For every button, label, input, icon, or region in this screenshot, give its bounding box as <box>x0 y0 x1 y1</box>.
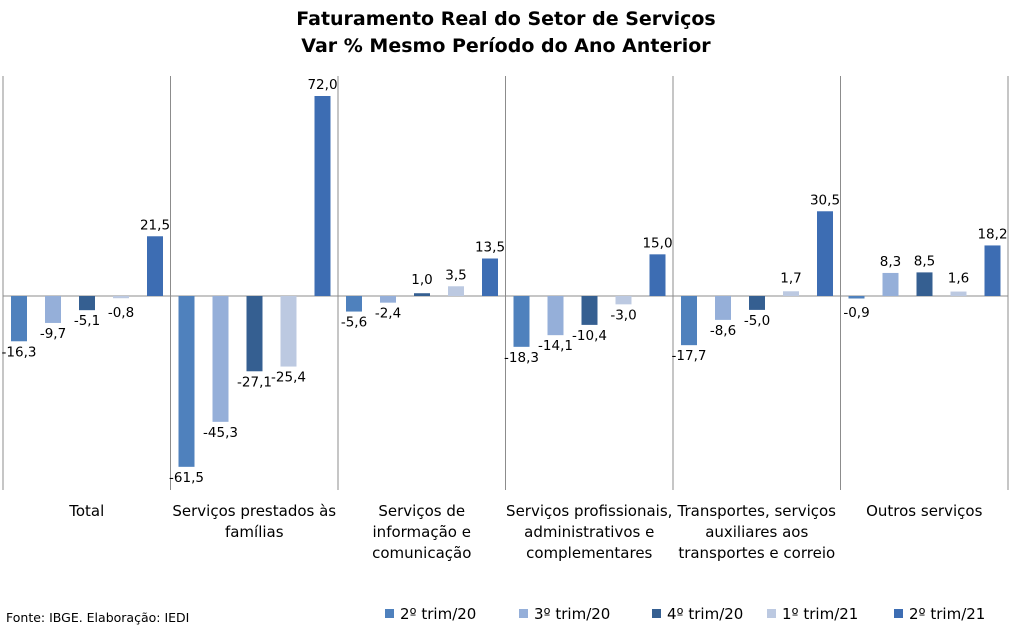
bar-3-5 <box>482 258 498 296</box>
data-label: -27,1 <box>237 374 272 390</box>
data-label: -61,5 <box>169 470 204 486</box>
legend-item: 3º trim/20 <box>519 605 610 623</box>
legend-item: 1º trim/21 <box>767 605 858 623</box>
chart-title-line-1: Faturamento Real do Setor de Serviços <box>296 8 715 30</box>
category-label: famílias <box>225 523 284 541</box>
data-label: -5,6 <box>341 315 367 331</box>
legend-item: 2º trim/21 <box>894 605 985 623</box>
category-label: Serviços prestados às <box>172 502 336 520</box>
chart-title-line-2: Var % Mesmo Período do Ano Anterior <box>301 35 711 57</box>
data-label: -5,1 <box>74 313 100 329</box>
data-labels-group: -16,3-9,7 -5,1 -0,8 21,5 -61,5 -45,3 -27,1 -25,… <box>2 77 1008 486</box>
bar-3-2 <box>380 296 396 303</box>
bar-1-1 <box>11 296 27 342</box>
data-label: 1,0 <box>411 272 432 288</box>
data-label: 8,3 <box>880 254 901 270</box>
legend-swatch <box>652 609 661 618</box>
data-label: 15,0 <box>642 235 672 251</box>
legend-label: 3º trim/20 <box>534 605 610 623</box>
bar-5-4 <box>783 291 799 296</box>
data-label: 1,7 <box>780 270 801 286</box>
category-labels-group: Total Serviços prestados às famílias Serviç… <box>68 502 982 562</box>
bar-4-2 <box>547 296 564 336</box>
bar-5-3 <box>749 296 765 310</box>
legend-item: 4º trim/20 <box>652 605 743 623</box>
data-label: 1,6 <box>948 271 969 287</box>
category-label: Serviços de <box>378 502 465 520</box>
data-label: -17,7 <box>672 348 707 364</box>
bar-2-3 <box>246 296 263 372</box>
category-label: Outros serviços <box>866 502 982 520</box>
legend-label: 1º trim/21 <box>782 605 858 623</box>
data-label: 21,5 <box>140 217 170 233</box>
bar-6-3 <box>916 272 933 296</box>
category-dividers <box>2 76 1009 490</box>
bar-6-4 <box>950 291 967 296</box>
category-label: informação e <box>373 523 471 541</box>
legend-label: 2º trim/21 <box>909 605 985 623</box>
legend-swatch <box>519 609 528 618</box>
data-label: -5,0 <box>744 313 770 329</box>
category-label: administrativos e <box>524 523 654 541</box>
data-label: -16,3 <box>2 344 37 360</box>
bar-2-4 <box>280 296 297 367</box>
data-label: -2,4 <box>375 306 401 322</box>
bars-group <box>11 96 1001 467</box>
data-label: -9,7 <box>40 326 66 342</box>
bar-5-1 <box>681 296 697 346</box>
data-label: -14,1 <box>538 338 573 354</box>
bar-2-5 <box>314 96 331 296</box>
bar-6-5 <box>984 245 1001 296</box>
category-label: auxiliares aos <box>705 523 808 541</box>
data-label: -3,0 <box>610 307 636 323</box>
bar-1-5 <box>147 236 163 296</box>
category-label: Serviços profissionais, <box>506 502 672 520</box>
legend-swatch <box>767 609 776 618</box>
bar-2-2 <box>212 296 229 422</box>
category-label: Total <box>68 502 104 520</box>
data-label: 18,2 <box>977 226 1007 242</box>
data-label: 3,5 <box>445 267 466 283</box>
bar-5-2 <box>715 296 731 320</box>
data-label: -45,3 <box>203 425 238 441</box>
bar-6-1 <box>848 296 865 299</box>
legend: 2º trim/20 3º trim/20 4º trim/20 1º trim/21… <box>385 605 985 623</box>
data-label: -0,9 <box>843 305 869 321</box>
data-label: 30,5 <box>810 192 840 208</box>
bar-2-1 <box>178 296 195 467</box>
category-label: comunicação <box>372 544 471 562</box>
bar-4-4 <box>615 296 632 305</box>
source-note: Fonte: IBGE. Elaboração: IEDI <box>6 610 189 625</box>
bar-5-5 <box>817 211 833 296</box>
bar-3-4 <box>448 286 464 296</box>
data-label: -0,8 <box>108 305 134 321</box>
bar-1-3 <box>79 296 95 311</box>
bar-3-3 <box>414 293 430 296</box>
bar-4-3 <box>581 296 598 325</box>
legend-item: 2º trim/20 <box>385 605 476 623</box>
data-label: -8,6 <box>710 323 736 339</box>
bar-1-4 <box>113 296 129 299</box>
legend-swatch <box>894 609 903 618</box>
data-label: -10,4 <box>572 328 607 344</box>
data-label: -18,3 <box>504 350 539 366</box>
data-label: 13,5 <box>475 240 505 256</box>
category-label: complementares <box>526 544 652 562</box>
data-label: 72,0 <box>307 77 337 93</box>
category-label: Transportes, serviços <box>677 502 837 520</box>
legend-label: 2º trim/20 <box>400 605 476 623</box>
bar-4-5 <box>649 254 666 296</box>
chart-title: Faturamento Real do Setor de Serviços Var… <box>296 8 715 57</box>
legend-label: 4º trim/20 <box>667 605 743 623</box>
category-label: transportes e correio <box>678 544 835 562</box>
bar-6-2 <box>882 272 899 296</box>
bar-1-2 <box>45 296 61 323</box>
bar-4-1 <box>513 296 530 347</box>
bar-3-1 <box>346 296 362 312</box>
data-label: 8,5 <box>914 253 935 269</box>
data-label: -25,4 <box>271 370 306 386</box>
legend-swatch <box>385 609 394 618</box>
